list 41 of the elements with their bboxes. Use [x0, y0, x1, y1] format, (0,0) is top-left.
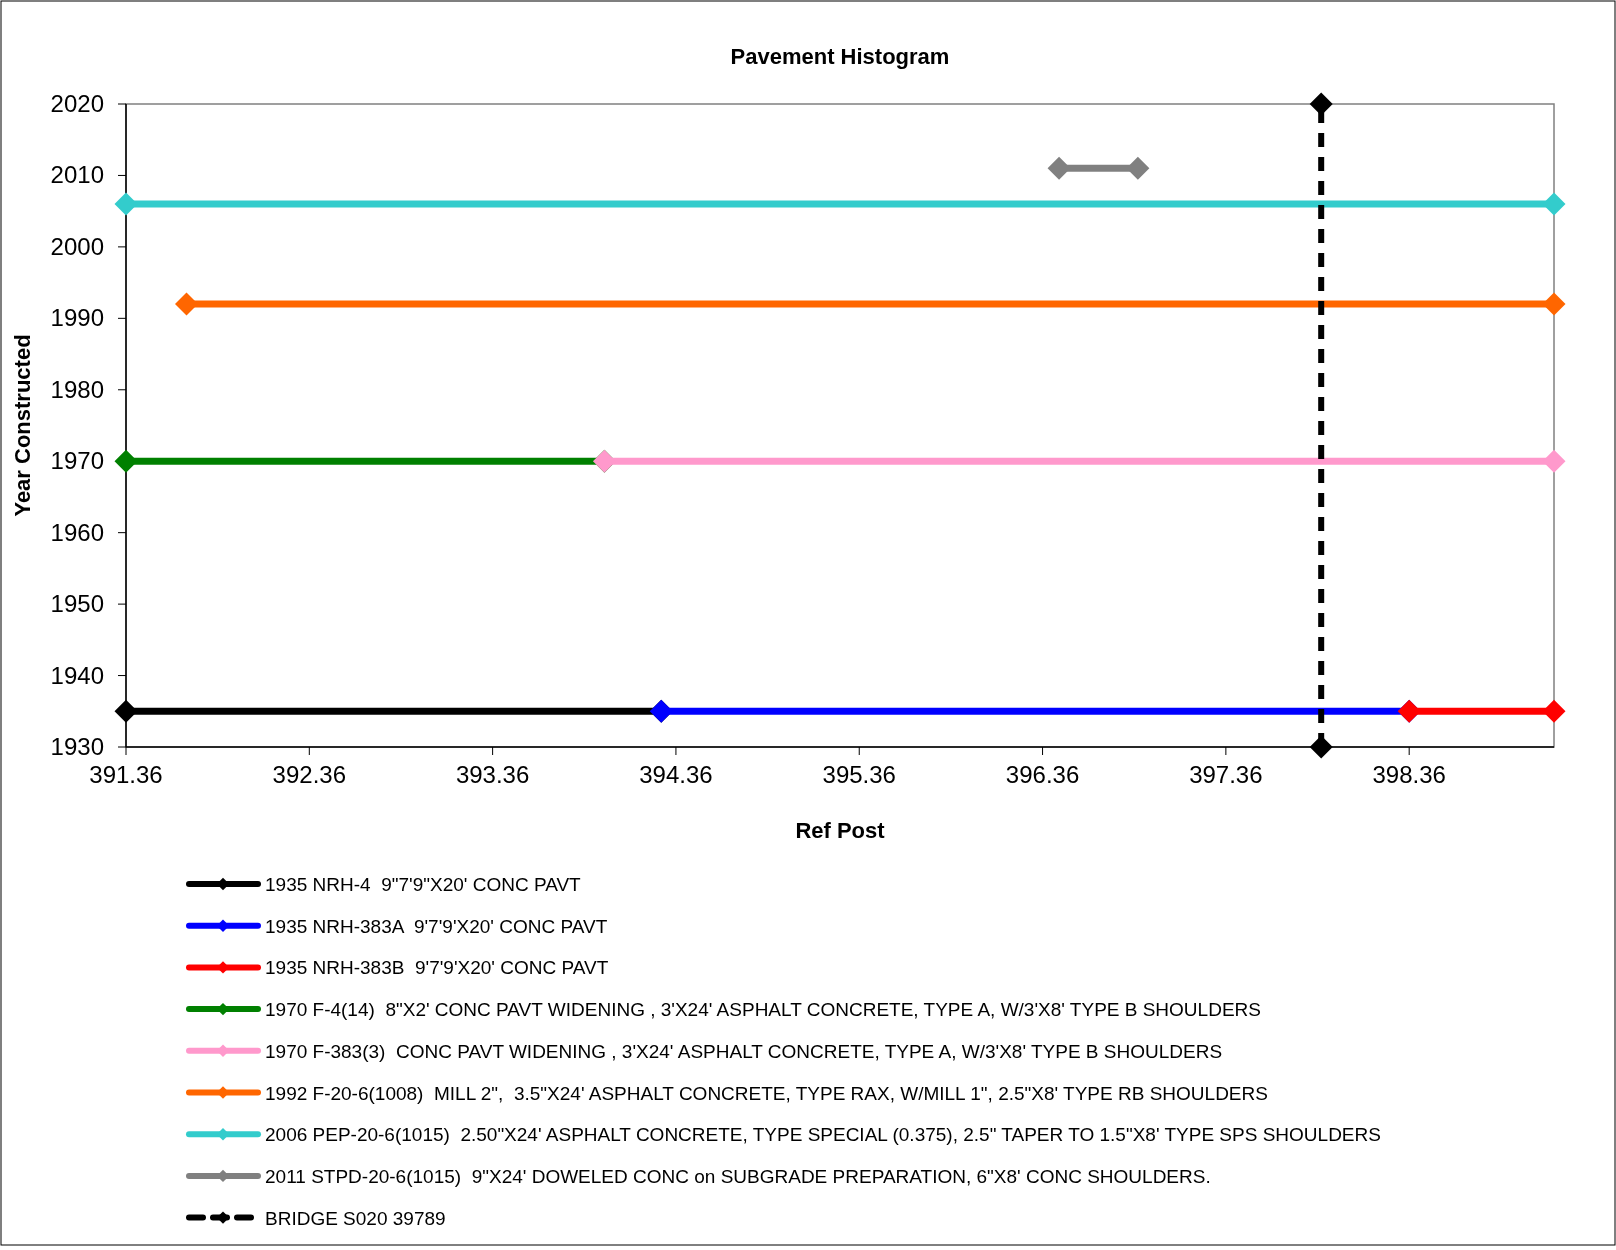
x-tick-label: 391.36	[89, 761, 163, 788]
point	[1126, 156, 1150, 180]
legend-label: 1935 NRH-383A 9'7'9'X20' CONC PAVT	[265, 915, 608, 937]
legend-label: BRIDGE S020 39789	[265, 1207, 446, 1229]
point	[114, 699, 138, 723]
point	[1542, 699, 1566, 723]
point	[1309, 735, 1333, 759]
point	[1047, 156, 1071, 180]
legend-label: 2011 STPD-20-6(1015) 9"X24' DOWELED CONC on SUBGRADE PREPARATION, 6"X8' CONC SHOULDERS.	[265, 1165, 1211, 1187]
x-axis-title: Ref Post	[795, 818, 886, 843]
legend-label: 1970 F-383(3) CONC PAVT WIDENING , 3'X24' ASPHALT CONCRETE, TYPE A, W/3'X8' TYPE B SHOULDERS	[265, 1040, 1223, 1062]
point	[114, 192, 138, 216]
y-tick-label: 1940	[50, 661, 104, 689]
x-tick-label: 396.36	[1005, 761, 1080, 788]
chart-title: Pavement Histogram	[730, 44, 950, 69]
x-tick-label: 395.36	[822, 761, 896, 788]
y-tick-label: 1960	[50, 518, 104, 546]
y-tick-label: 1930	[50, 733, 104, 760]
legend-label: 1970 F-4(14) 8"X2' CONC PAVT WIDENING , 3'X24' ASPHALT CONCRETE, TYPE A, W/3'X8' TYPE B SHOULDERS	[265, 999, 1261, 1021]
y-tick-label: 2010	[50, 161, 104, 189]
x-tick-label: 392.36	[272, 761, 347, 788]
y-tick-label: 1950	[50, 590, 104, 618]
point	[1542, 449, 1566, 473]
x-tick-label: 398.36	[1372, 761, 1446, 788]
y-axis-title: Year Constructed	[10, 334, 35, 517]
point	[1309, 92, 1333, 116]
legend-label: 2006 PEP-20-6(1015) 2.50"X24' ASPHALT CONCRETE, TYPE SPECIAL (0.375), 2.5" TAPER TO 1.5"X8' TYPE SPS SHOULDERS	[265, 1124, 1381, 1146]
x-tick-label: 397.36	[1189, 761, 1263, 788]
x-tick-label: 393.36	[455, 761, 530, 788]
legend-label: 1935 NRH-4 9"7'9"X20' CONC PAVT	[265, 874, 582, 895]
point	[114, 449, 138, 473]
legend-label: 1935 NRH-383B 9'7'9'X20' CONC PAVT	[265, 957, 609, 979]
point	[1542, 292, 1566, 316]
x-tick-label: 394.36	[639, 761, 713, 788]
point	[1542, 192, 1566, 216]
y-tick-label: 1980	[50, 375, 104, 403]
y-tick-label: 2020	[50, 90, 104, 117]
y-tick-label: 1990	[50, 304, 104, 332]
y-tick-label: 1970	[50, 447, 104, 475]
legend-label: 1992 F-20-6(1008) MILL 2", 3.5"X24' ASPHALT CONCRETE, TYPE RAX, W/MILL 1", 2.5"X8' TYPE RB SHOULDERS	[265, 1082, 1268, 1104]
y-tick-label: 2000	[50, 232, 104, 260]
